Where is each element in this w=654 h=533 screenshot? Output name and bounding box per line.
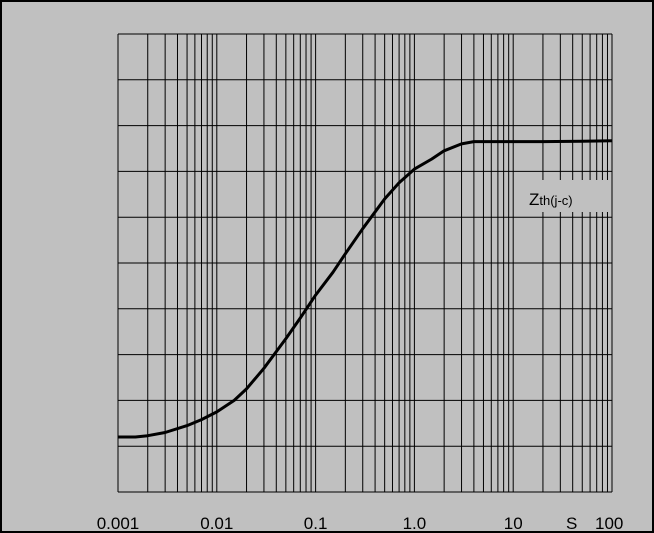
x-tick-label: 0.01 [200,514,233,533]
curve-label-background [523,180,611,212]
x-tick-label: 10 [504,514,523,533]
curve-label-main: Z [529,190,539,209]
x-tick-label: 100 [595,514,623,533]
x-tick-label: 1.0 [403,514,427,533]
curve-label: Zth(j-c) [529,190,573,209]
x-tick-label: 0.1 [304,514,328,533]
curve-label-subscript: th(j-c) [539,193,572,208]
x-unit-label: S [566,514,577,533]
x-tick-labels: 0.001 0.01 0.1 1.0 10 100 [97,514,624,533]
zth-curve [118,139,613,439]
x-tick-label: 0.001 [97,514,140,533]
grid [117,33,613,493]
